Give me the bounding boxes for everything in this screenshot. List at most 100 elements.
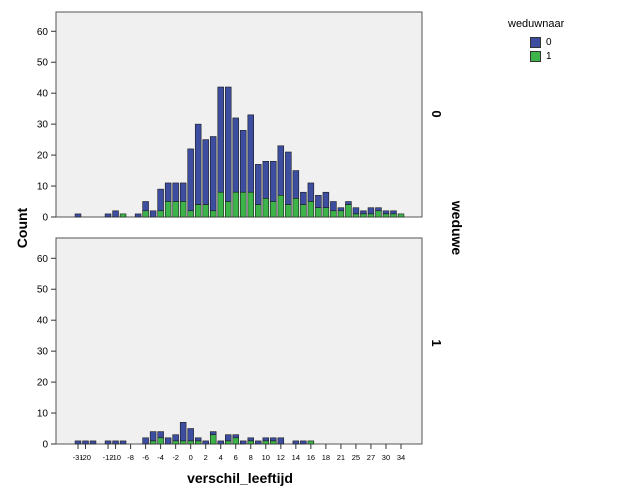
bar-top-weduwnaar-1 bbox=[270, 201, 277, 218]
legend-label-1: 1 bbox=[546, 50, 552, 62]
bar-top-weduwnaar-1 bbox=[209, 210, 217, 218]
legend-swatch-0 bbox=[530, 36, 541, 48]
bar-top-weduwnaar-1 bbox=[202, 204, 209, 218]
bar-top-weduwnaar-0 bbox=[382, 210, 390, 215]
bar-top-weduwnaar-1 bbox=[397, 213, 405, 218]
bar-bottom-weduwnaar-0 bbox=[194, 437, 202, 442]
x-tick-label: 30 bbox=[382, 453, 390, 462]
x-tick-label: -31 bbox=[73, 453, 84, 462]
bar-top-weduwnaar-1 bbox=[172, 201, 179, 218]
bar-bottom-weduwnaar-1 bbox=[157, 437, 164, 445]
bar-top-weduwnaar-0 bbox=[300, 191, 307, 205]
bar-top-weduwnaar-0 bbox=[225, 86, 232, 202]
x-tick-label: 27 bbox=[367, 453, 375, 462]
bar-bottom-weduwnaar-0 bbox=[157, 431, 164, 439]
bar-top-weduwnaar-0 bbox=[232, 117, 239, 193]
legend-item-0: 0 bbox=[530, 35, 564, 49]
bar-top-weduwnaar-0 bbox=[194, 123, 202, 205]
bar-bottom-weduwnaar-0 bbox=[217, 440, 224, 445]
bar-bottom-weduwnaar-1 bbox=[149, 440, 157, 445]
plot-area-bottom bbox=[55, 237, 423, 445]
bar-bottom-weduwnaar-0 bbox=[300, 440, 307, 445]
legend-label-0: 0 bbox=[546, 36, 552, 48]
panel-bottom: 0 10 20 30 40 50 60 1 bbox=[37, 237, 444, 451]
legend-swatch-1 bbox=[530, 50, 541, 62]
bar-top-weduwnaar-0 bbox=[315, 195, 322, 209]
y-tick-label-top: 20 bbox=[37, 151, 49, 162]
x-tick-label: 2 bbox=[204, 453, 208, 462]
bar-top-weduwnaar-0 bbox=[270, 160, 277, 202]
x-axis-title: verschil_leeftijd bbox=[187, 470, 293, 486]
bar-top-weduwnaar-0 bbox=[277, 145, 285, 196]
bar-top-weduwnaar-1 bbox=[330, 210, 337, 218]
x-tick-label: -6 bbox=[142, 453, 149, 462]
bar-top-weduwnaar-0 bbox=[367, 207, 375, 215]
y-tick-label-top: 60 bbox=[37, 27, 49, 38]
bar-bottom-weduwnaar-0 bbox=[225, 434, 232, 442]
bar-top-weduwnaar-0 bbox=[157, 188, 164, 212]
bar-bottom-weduwnaar-0 bbox=[292, 440, 300, 445]
bar-top-weduwnaar-0 bbox=[352, 207, 360, 215]
bar-bottom-weduwnaar-1 bbox=[307, 440, 315, 445]
bar-top-weduwnaar-0 bbox=[179, 182, 187, 202]
bar-bottom-weduwnaar-1 bbox=[225, 440, 232, 445]
bar-top-weduwnaar-0 bbox=[74, 213, 82, 218]
x-tick-label: -12 bbox=[103, 453, 114, 462]
facet-label-top: 0 bbox=[429, 110, 444, 117]
bar-top-weduwnaar-1 bbox=[322, 207, 330, 218]
x-tick-label: -4 bbox=[157, 453, 164, 462]
y-axis-title: Count bbox=[14, 207, 30, 248]
bar-bottom-weduwnaar-1 bbox=[262, 440, 270, 445]
bar-top-weduwnaar-1 bbox=[119, 213, 127, 218]
plot-area-top bbox=[55, 11, 423, 218]
bar-bottom-weduwnaar-0 bbox=[209, 431, 217, 436]
bar-top-weduwnaar-0 bbox=[345, 201, 352, 205]
bar-top-weduwnaar-0 bbox=[149, 210, 157, 218]
bar-bottom-weduwnaar-0 bbox=[179, 422, 187, 442]
bar-bottom-weduwnaar-1 bbox=[232, 437, 239, 445]
bar-top-weduwnaar-1 bbox=[164, 201, 172, 218]
bar-top-weduwnaar-0 bbox=[262, 160, 270, 199]
bar-top-weduwnaar-1 bbox=[247, 191, 254, 218]
bar-top-weduwnaar-0 bbox=[134, 213, 142, 218]
bar-top-weduwnaar-0 bbox=[164, 182, 172, 202]
x-tick-label: 25 bbox=[352, 453, 360, 462]
legend: weduwnaar 0 1 bbox=[508, 18, 564, 63]
y-tick-label-bottom: 10 bbox=[37, 409, 49, 420]
bar-top-weduwnaar-1 bbox=[240, 191, 247, 218]
bar-top-weduwnaar-1 bbox=[277, 195, 285, 218]
x-tick-label: 18 bbox=[322, 453, 330, 462]
bar-bottom-weduwnaar-0 bbox=[172, 434, 179, 442]
bar-top-weduwnaar-0 bbox=[255, 164, 262, 205]
bar-bottom-weduwnaar-0 bbox=[240, 440, 247, 445]
facet-title: weduwe bbox=[449, 200, 465, 256]
bar-top-weduwnaar-1 bbox=[360, 213, 367, 218]
y-tick-label-bottom: 20 bbox=[37, 378, 49, 389]
bar-top-weduwnaar-1 bbox=[352, 213, 360, 218]
bar-bottom-weduwnaar-0 bbox=[89, 440, 97, 445]
bar-top-weduwnaar-1 bbox=[225, 201, 232, 218]
bar-bottom-weduwnaar-0 bbox=[232, 434, 239, 439]
bar-top-weduwnaar-0 bbox=[337, 207, 345, 212]
bar-top-weduwnaar-1 bbox=[142, 210, 149, 218]
y-tick-label-top: 40 bbox=[37, 89, 49, 100]
bar-top-weduwnaar-1 bbox=[292, 198, 300, 218]
y-tick-label-top: 50 bbox=[37, 58, 49, 69]
legend-title: weduwnaar bbox=[508, 18, 565, 30]
bar-bottom-weduwnaar-1 bbox=[187, 440, 194, 445]
x-tick-label: -10 bbox=[110, 453, 121, 462]
x-tick-label: -2 bbox=[172, 453, 179, 462]
bar-bottom-weduwnaar-1 bbox=[172, 440, 179, 445]
y-tick-label-top: 0 bbox=[42, 213, 48, 224]
bar-top-weduwnaar-0 bbox=[285, 151, 292, 205]
bar-bottom-weduwnaar-0 bbox=[247, 437, 254, 442]
bar-top-weduwnaar-0 bbox=[330, 201, 337, 212]
bar-bottom-weduwnaar-0 bbox=[164, 437, 172, 445]
y-tick-label-bottom: 0 bbox=[42, 440, 48, 451]
bar-top-weduwnaar-1 bbox=[307, 201, 315, 218]
x-tick-label: 12 bbox=[277, 453, 285, 462]
bar-top-weduwnaar-1 bbox=[217, 191, 224, 218]
bar-bottom-weduwnaar-1 bbox=[247, 440, 254, 445]
x-tick-label: 21 bbox=[337, 453, 345, 462]
x-tick-label: 6 bbox=[234, 453, 238, 462]
